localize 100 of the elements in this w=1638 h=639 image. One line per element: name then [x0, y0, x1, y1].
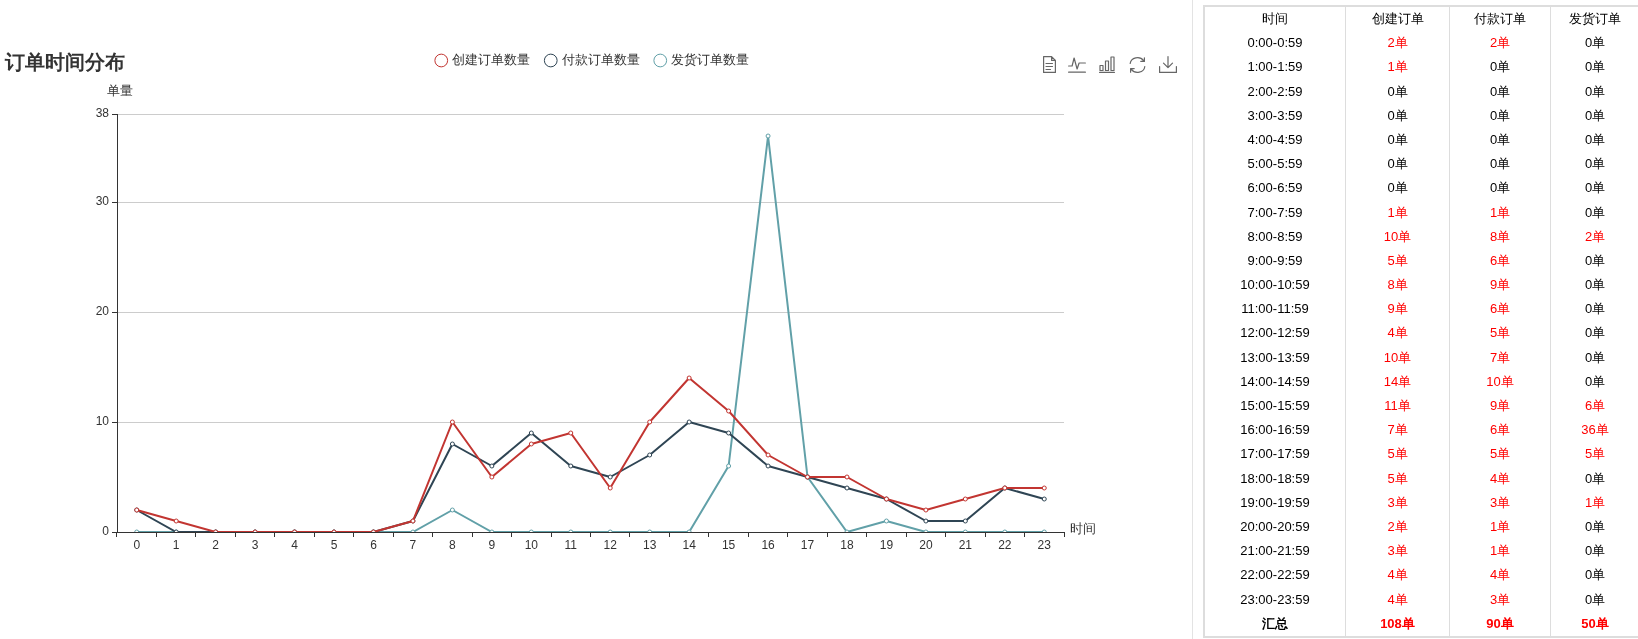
data-label: 10单: [1345, 224, 1449, 249]
text: 90单: [1486, 615, 1514, 631]
x-tick-label: 23: [1037, 538, 1052, 553]
x-tick-label: 17: [800, 538, 815, 553]
data-label: 6单: [1449, 418, 1550, 443]
y-tick-label: 10: [95, 414, 110, 429]
legend-label: 付款订单数量: [560, 52, 640, 68]
y-tick-label: 20: [95, 304, 110, 319]
x-tick-label: 13: [643, 538, 657, 553]
category-label: 13:00-13:59: [1239, 348, 1311, 367]
data-label: 0单: [1345, 152, 1449, 177]
data-label: 9单: [1449, 273, 1550, 298]
data-label: 0单: [1550, 369, 1638, 394]
data-label: 0单: [1345, 79, 1449, 104]
x-tick-label: 7: [409, 538, 417, 553]
data-label: 4单: [1345, 321, 1449, 346]
data-label: 0单: [1550, 200, 1638, 225]
data-label: 0单: [1550, 79, 1638, 104]
data-label: 3单: [1345, 539, 1449, 564]
category-label: 5:00-5:59: [1246, 155, 1304, 174]
data-label: 3单: [1345, 490, 1449, 515]
data-label: 1单: [1449, 200, 1550, 225]
y-axis-title: 单量: [107, 82, 133, 98]
data-label: 0单: [1449, 103, 1550, 128]
data-label: 4单: [1449, 563, 1550, 588]
data-label: 4单: [1345, 563, 1449, 588]
data-label: 6单: [1449, 297, 1550, 322]
x-axis-title: 时间: [1070, 520, 1096, 536]
data-label: 9单: [1449, 394, 1550, 419]
text: 时间: [1261, 10, 1289, 28]
data-label: 0单: [1550, 345, 1638, 370]
text: 108单: [1380, 615, 1415, 631]
x-tick-label: 5: [330, 538, 338, 553]
y-tick-label: 30: [95, 194, 110, 209]
data-label: 0单: [1550, 466, 1638, 491]
category-label: 6:00-6:59: [1246, 179, 1304, 198]
category-label: 7:00-7:59: [1246, 203, 1304, 222]
x-tick-label: 2: [212, 538, 220, 553]
category-label: 18:00-18:59: [1239, 469, 1311, 488]
data-label: 8单: [1345, 273, 1449, 298]
category-label: 12:00-12:59: [1239, 324, 1311, 343]
category-label: 4:00-4:59: [1246, 130, 1304, 149]
category-label: 22:00-22:59: [1239, 566, 1311, 585]
data-label: 10单: [1449, 369, 1550, 394]
category-label: 20:00-20:59: [1239, 517, 1311, 536]
data-label: 3单: [1449, 490, 1550, 515]
category-label: 2:00-2:59: [1246, 82, 1304, 101]
data-label: 5单: [1345, 442, 1449, 467]
data-label: 11单: [1345, 394, 1449, 419]
text: 汇总: [1261, 614, 1289, 633]
x-tick-label: 22: [998, 538, 1012, 553]
x-tick-label: 19: [879, 538, 894, 553]
category-label: 9:00-9:59: [1246, 251, 1304, 270]
data-label: 0单: [1550, 297, 1638, 322]
text: 50单: [1581, 615, 1609, 631]
data-label: 5单: [1550, 442, 1638, 467]
data-label: 0单: [1550, 152, 1638, 177]
data-label: 1单: [1449, 514, 1550, 540]
data-label: 0单: [1550, 514, 1638, 540]
data-label: 5单: [1345, 466, 1449, 491]
data-label: 0单: [1345, 127, 1449, 153]
x-tick-label: 14: [682, 538, 697, 553]
category-label: 21:00-21:59: [1239, 542, 1311, 561]
data-label: 0单: [1550, 248, 1638, 274]
x-tick-label: 1: [172, 538, 180, 553]
data-label: 7单: [1449, 345, 1550, 370]
data-label: 4单: [1449, 466, 1550, 491]
data-label: 0单: [1550, 127, 1638, 153]
data-label: 0单: [1550, 55, 1638, 80]
data-label: 0单: [1550, 273, 1638, 298]
chart-title: 订单时间分布: [5, 50, 125, 74]
y-tick-label: 38: [95, 106, 110, 121]
category-label: 14:00-14:59: [1239, 372, 1311, 391]
legend-label: 发货订单数量: [671, 52, 750, 68]
data-label: 0单: [1550, 563, 1638, 588]
x-tick-label: 3: [251, 538, 259, 553]
data-label: 2单: [1345, 514, 1449, 540]
category-label: 16:00-16:59: [1239, 421, 1311, 440]
y-tick-label: 0: [102, 524, 110, 539]
data-label: 5单: [1345, 248, 1449, 274]
data-label: 0单: [1550, 587, 1638, 612]
data-label: 14单: [1345, 369, 1449, 394]
data-label: 1单: [1345, 200, 1449, 225]
category-label: 10:00-10:59: [1239, 276, 1311, 295]
data-label: 2单: [1449, 31, 1550, 56]
x-tick-label: 15: [721, 538, 736, 553]
category-label: 11:00-11:59: [1240, 300, 1310, 319]
data-label: 2单: [1550, 224, 1638, 249]
x-tick-label: 0: [133, 538, 141, 553]
data-label: 5单: [1449, 442, 1550, 467]
data-label: 2单: [1345, 31, 1449, 56]
category-label: 1:00-1:59: [1246, 58, 1304, 77]
data-label: 0单: [1345, 103, 1449, 128]
text: 发货订单: [1550, 7, 1638, 32]
legend-label: 创建订单数量: [452, 52, 531, 68]
data-label: 5单: [1449, 321, 1550, 346]
data-label: 0单: [1550, 31, 1638, 56]
category-label: 0:00-0:59: [1246, 34, 1304, 53]
data-label: 9单: [1345, 297, 1449, 322]
text: 创建订单: [1345, 7, 1449, 32]
